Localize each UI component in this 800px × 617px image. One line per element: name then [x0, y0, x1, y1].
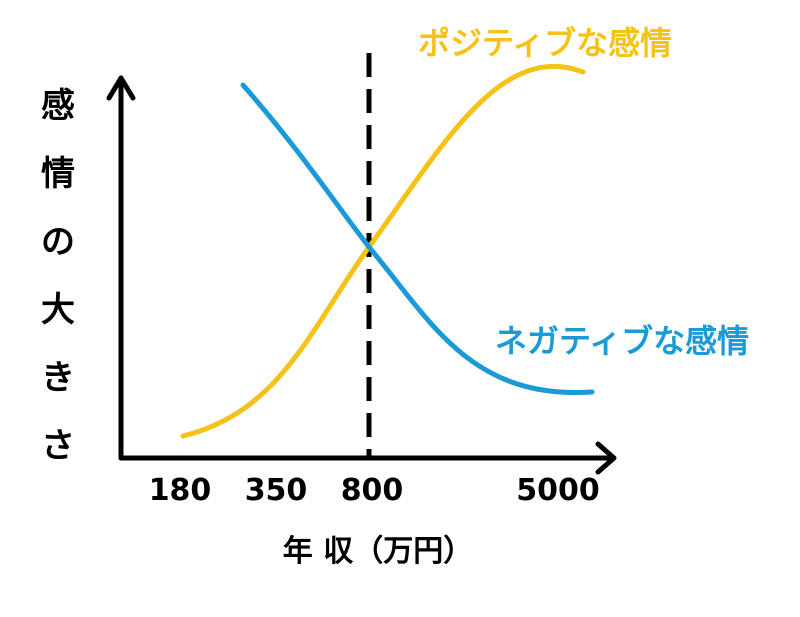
x-axis-arrow-icon	[595, 441, 617, 475]
x-tick-label-180: 180	[149, 473, 212, 508]
y-axis-label-char: き	[41, 358, 75, 398]
series-label-negative: ネガティブな感情	[495, 322, 749, 360]
axes	[106, 75, 617, 475]
x-axis-label: 年 収（万円）	[283, 534, 473, 569]
y-axis-label-char: 大	[41, 290, 75, 330]
y-axis-arrow-icon	[106, 75, 136, 101]
y-axis-label-char: さ	[41, 426, 75, 466]
series-line-positive	[180, 63, 586, 439]
x-tick-label-350: 350	[245, 473, 308, 508]
y-axis-label-char: 感	[41, 86, 75, 126]
x-tick-label-800: 800	[341, 473, 404, 508]
series-line-negative	[240, 82, 595, 396]
x-tick-label-5000: 5000	[516, 473, 600, 508]
y-axis-label-char: の	[41, 222, 75, 262]
y-axis-label-char: 情	[41, 154, 75, 194]
series-label-positive: ポジティブな感情	[418, 24, 672, 62]
